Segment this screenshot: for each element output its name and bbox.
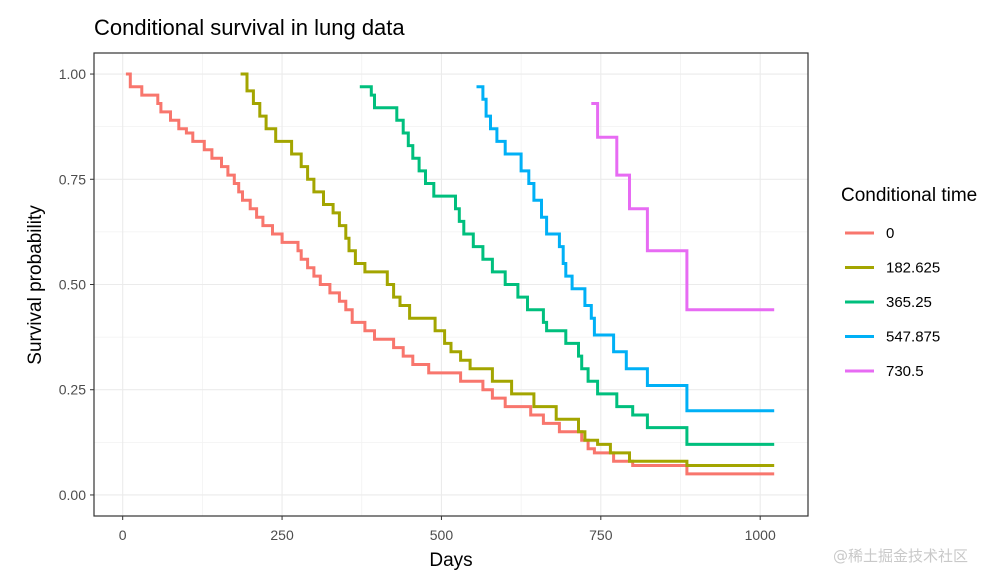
x-tick-label: 1000 xyxy=(745,527,776,543)
x-axis-title: Days xyxy=(429,550,472,571)
series-line-182-625 xyxy=(240,72,775,467)
legend-label: 730.5 xyxy=(886,363,924,380)
series-line-730-5 xyxy=(591,102,775,312)
y-tick-label: 0.50 xyxy=(59,277,86,293)
series-line-365-25 xyxy=(359,85,775,446)
legend-label: 182.625 xyxy=(886,260,940,277)
y-axis-title: Survival probability xyxy=(25,205,46,365)
x-tick-label: 500 xyxy=(430,527,454,543)
series-line-0 xyxy=(125,72,775,476)
x-axis: 0 250 500 750 1000 xyxy=(119,516,776,543)
legend-title: Conditional time xyxy=(841,185,977,206)
chart-title: Conditional survival in lung data xyxy=(94,15,405,40)
x-tick-label: 0 xyxy=(119,527,127,543)
y-tick-label: 0.25 xyxy=(59,382,86,398)
watermark-text: @稀土掘金技术社区 xyxy=(833,547,969,565)
y-tick-label: 1.00 xyxy=(59,66,86,82)
legend-label: 0 xyxy=(886,225,894,242)
series-line-547-875 xyxy=(476,85,775,413)
x-tick-label: 750 xyxy=(589,527,613,543)
y-axis: 0.00 0.25 0.50 0.75 1.00 xyxy=(59,66,94,503)
legend: 0 182.625 365.25 547.875 730.5 xyxy=(845,225,940,380)
x-tick-label: 250 xyxy=(270,527,294,543)
y-tick-label: 0.75 xyxy=(59,171,86,187)
legend-label: 547.875 xyxy=(886,329,940,346)
grid-major xyxy=(94,53,808,516)
legend-label: 365.25 xyxy=(886,294,932,311)
series-layer xyxy=(125,72,775,476)
y-tick-label: 0.00 xyxy=(59,487,86,503)
